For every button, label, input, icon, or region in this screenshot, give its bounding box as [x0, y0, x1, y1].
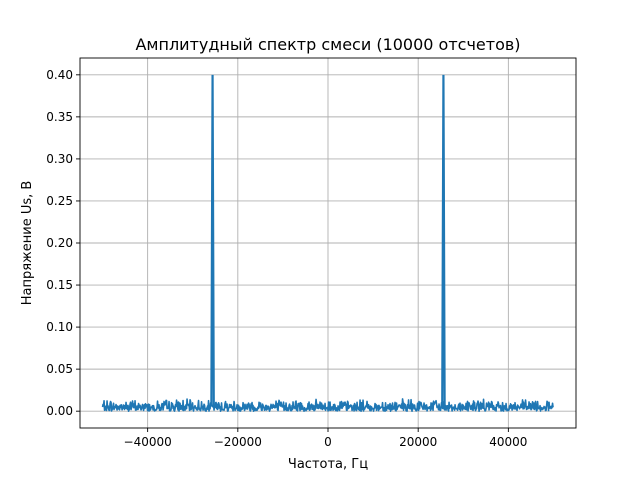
y-axis-label: Напряжение Us, В: [20, 181, 35, 306]
y-tick-label: 0.00: [46, 404, 73, 418]
x-axis-ticks: −40000 −20000 0 20000 40000: [124, 428, 527, 449]
spectral-peak: [210, 74, 215, 407]
y-tick-label: 0.10: [46, 320, 73, 334]
y-tick-label: 0.25: [46, 194, 73, 208]
x-tick-label: 0: [324, 435, 332, 449]
grid-lines: [80, 58, 576, 428]
y-tick-label: 0.05: [46, 362, 73, 376]
x-tick-label: −20000: [214, 435, 262, 449]
x-axis-label: Частота, Гц: [288, 457, 368, 472]
x-tick-label: −40000: [124, 435, 172, 449]
x-tick-label: 40000: [489, 435, 527, 449]
y-tick-label: 0.30: [46, 152, 73, 166]
spectrum-series: [101, 74, 554, 412]
y-axis-ticks: 0.00 0.05 0.10 0.15 0.20 0.25 0.30 0.35 0.40: [46, 68, 80, 418]
chart-title: Амплитудный спектр смеси (10000 отсчетов…: [135, 35, 520, 54]
spectral-peak: [441, 74, 446, 407]
y-tick-label: 0.40: [46, 68, 73, 82]
y-tick-label: 0.35: [46, 110, 73, 124]
x-tick-label: 20000: [399, 435, 437, 449]
y-tick-label: 0.20: [46, 236, 73, 250]
y-tick-label: 0.15: [46, 278, 73, 292]
noise-floor-line: [101, 398, 554, 412]
